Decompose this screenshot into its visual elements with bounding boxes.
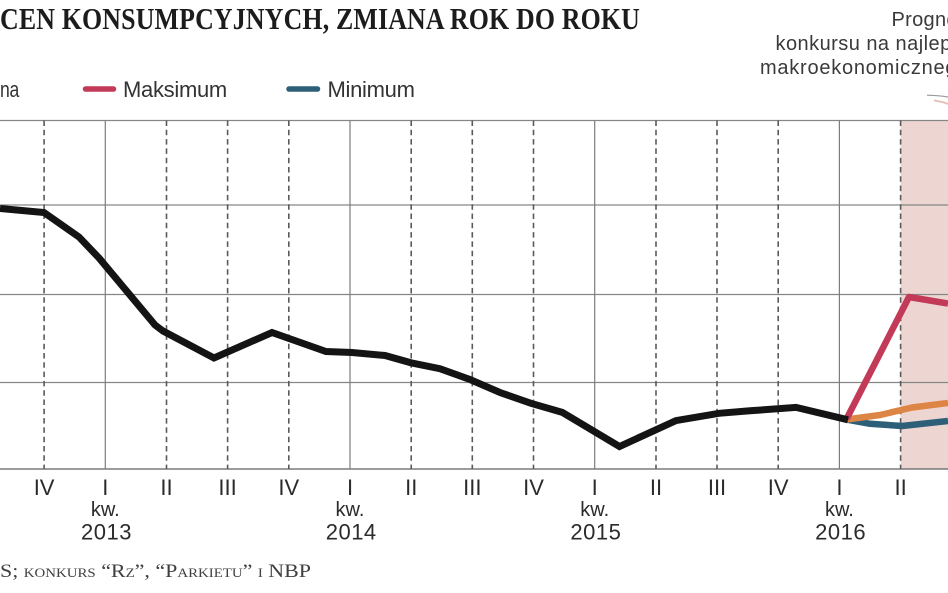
svg-text:CEN KONSUMPCYJNYCH, ZMIANA ROK: CEN KONSUMPCYJNYCH, ZMIANA ROK DO ROKU: [0, 1, 640, 36]
svg-text:II: II: [650, 475, 662, 500]
svg-text:konkursu na najlepszego: konkursu na najlepszego: [776, 33, 948, 55]
svg-text:I: I: [347, 475, 353, 500]
svg-text:2014: 2014: [326, 520, 377, 545]
svg-text:IV: IV: [34, 475, 55, 500]
svg-text:Prognozy: Prognozy: [892, 9, 948, 31]
svg-text:I: I: [102, 475, 108, 500]
svg-text:III: III: [218, 475, 236, 500]
svg-text:kw.: kw.: [825, 499, 854, 521]
svg-text:Minimum: Minimum: [328, 77, 415, 102]
svg-text:na: na: [0, 78, 20, 102]
svg-text:kw.: kw.: [580, 499, 609, 521]
svg-text:kw.: kw.: [336, 499, 365, 521]
svg-text:II: II: [160, 475, 172, 500]
svg-text:IV: IV: [768, 475, 789, 500]
svg-text:I: I: [592, 475, 598, 500]
svg-text:kw.: kw.: [91, 499, 120, 521]
svg-text:IV: IV: [523, 475, 544, 500]
svg-text:IV: IV: [278, 475, 299, 500]
svg-text:Maksimum: Maksimum: [123, 77, 227, 102]
svg-text:II: II: [894, 475, 906, 500]
svg-text:2013: 2013: [81, 520, 132, 545]
svg-text:S; konkurs “Rz”, “Parkietu” i: S; konkurs “Rz”, “Parkietu” i NBP: [0, 561, 311, 582]
svg-text:makroekonomicznego: makroekonomicznego: [760, 57, 948, 79]
svg-text:2015: 2015: [570, 520, 621, 545]
svg-text:III: III: [708, 475, 726, 500]
svg-text:II: II: [405, 475, 417, 500]
svg-text:2016: 2016: [815, 520, 866, 545]
svg-text:III: III: [463, 475, 481, 500]
svg-text:I: I: [836, 475, 842, 500]
